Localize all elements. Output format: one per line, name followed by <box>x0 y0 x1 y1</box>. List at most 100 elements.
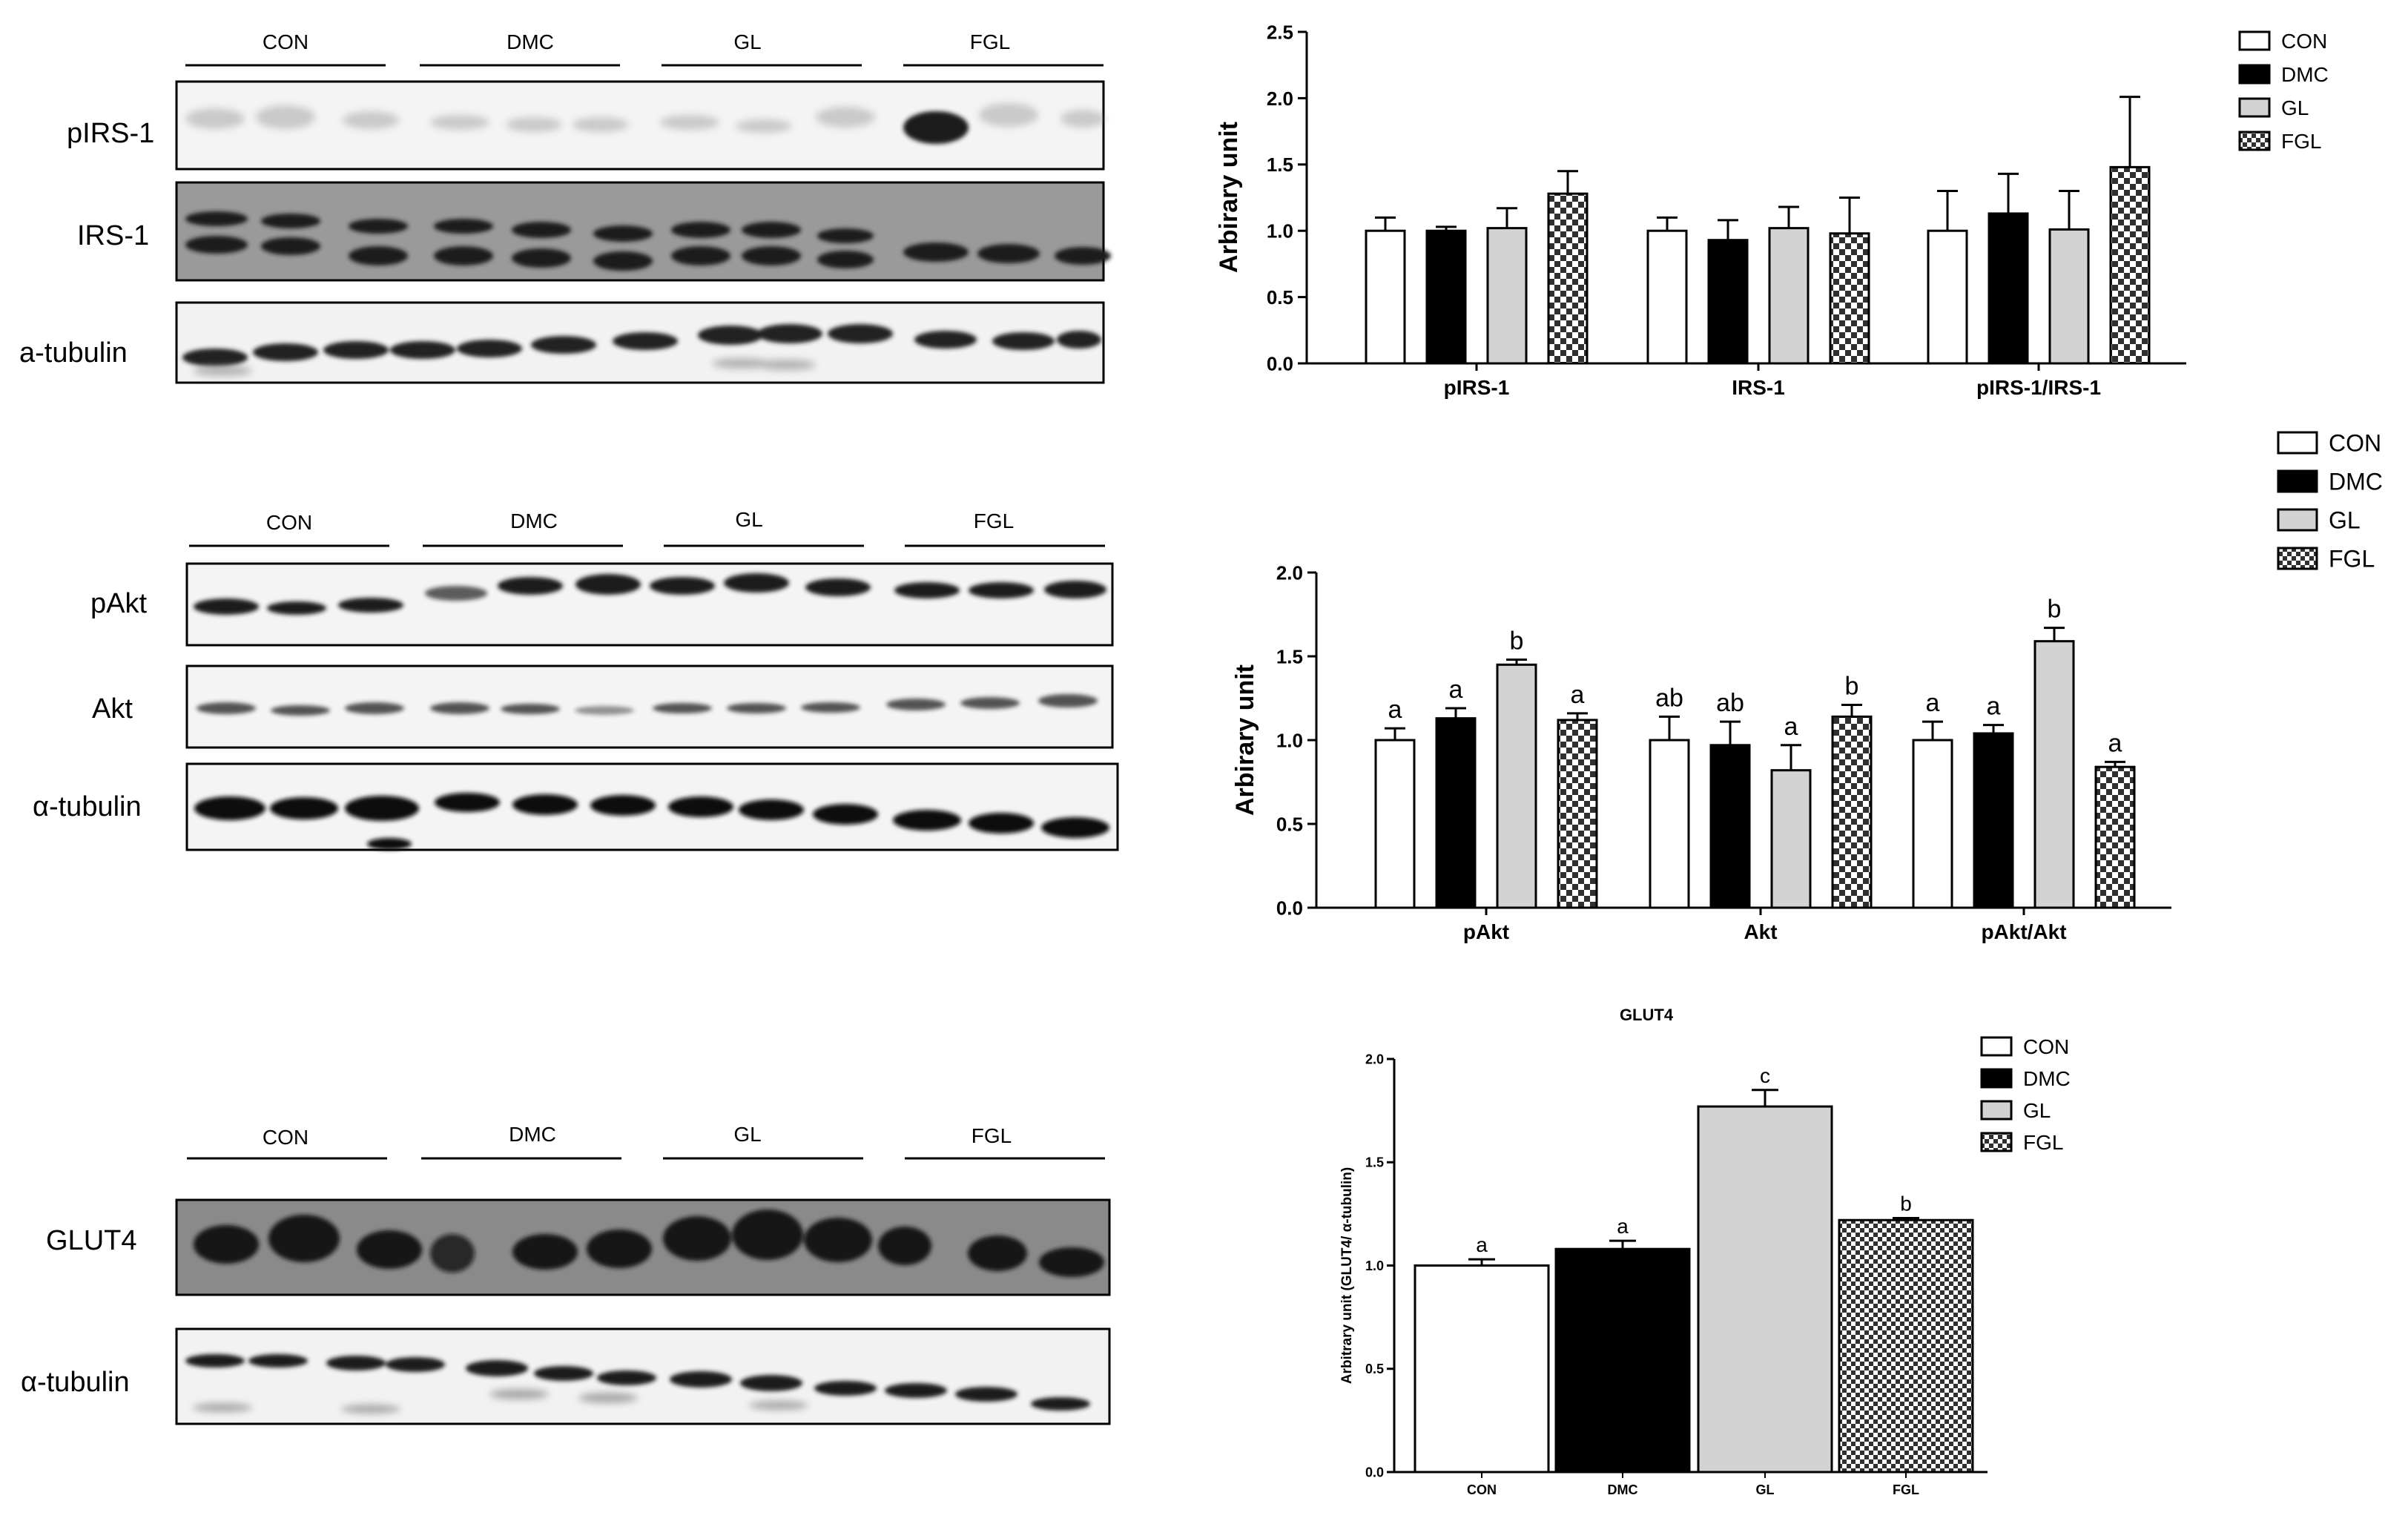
legend-swatch <box>2277 469 2318 493</box>
x-tick-label: pIRS-1 <box>1444 376 1510 399</box>
y-tick-label: 1.5 <box>1267 154 1293 176</box>
legend-swatch <box>2238 131 2271 151</box>
y-tick-label: 0.5 <box>1365 1362 1384 1376</box>
significance-label: a <box>1571 681 1585 709</box>
legend-label: GL <box>2329 507 2361 534</box>
legend-label: FGL <box>2329 546 2375 573</box>
western-blot-akt-panel: CON DMC GL FGL pAkt Akt α-tubulin <box>33 508 1119 851</box>
legend-swatch <box>2277 547 2318 570</box>
bar <box>1557 719 1598 909</box>
legend-label: GL <box>2023 1099 2051 1122</box>
legend-swatch <box>2277 431 2318 455</box>
y-tick-label: 2.0 <box>1365 1052 1384 1066</box>
y-tick-label: 2.0 <box>1267 88 1293 110</box>
y-tick-label: 1.0 <box>1365 1258 1384 1273</box>
bar <box>1770 769 1812 909</box>
blot-row-label: pAkt <box>90 588 147 619</box>
chart-legend: CON DMC GL FGL <box>2277 430 2383 573</box>
blot-group-label: CON <box>263 1126 309 1149</box>
x-tick-label: pIRS-1/IRS-1 <box>1976 376 2101 399</box>
bar <box>1374 739 1416 909</box>
blot-group-label: GL <box>733 30 761 53</box>
y-tick-label: 2.5 <box>1267 21 1293 43</box>
legend-label: DMC <box>2023 1067 2071 1090</box>
y-tick-label: 1.5 <box>1365 1155 1384 1170</box>
y-tick-label: 1.0 <box>1276 729 1303 751</box>
bar <box>2048 228 2090 365</box>
legend-swatch <box>2238 64 2271 85</box>
blot-row-label: α-tubulin <box>21 1367 130 1398</box>
bar <box>1414 1264 1550 1474</box>
legend-label: CON <box>2023 1035 2069 1058</box>
blot-strip-alpha-tubulin <box>185 762 1119 851</box>
bar <box>1707 239 1749 365</box>
y-tick-label: 0.5 <box>1276 813 1303 835</box>
blot-group-label: CON <box>266 511 312 534</box>
bar <box>1927 229 1968 365</box>
blot-row-label: GLUT4 <box>46 1225 136 1256</box>
legend-label: DMC <box>2329 469 2383 495</box>
significance-label: a <box>1926 689 1940 717</box>
blot-group-label: DMC <box>507 30 554 53</box>
blot-group-label: FGL <box>970 30 1010 53</box>
western-blot-irs-panel: CON DMC GL FGL pIRS-1 IRS-1 a-tubulin <box>19 30 1111 384</box>
blot-group-label: FGL <box>972 1124 1012 1147</box>
blot-group-label: DMC <box>509 1123 556 1146</box>
blot-group-label: DMC <box>510 509 558 532</box>
bar <box>1554 1247 1691 1474</box>
chart-glut4-quantification: 0.0 0.5 1.0 1.5 2.0 Arbitrary unit (GLUT4/ α-… <box>1339 1006 2071 1497</box>
bar <box>1829 232 1870 365</box>
blot-group-label: GL <box>735 508 762 531</box>
blot-strip-pirs1 <box>175 80 1105 171</box>
blot-group-header: CON DMC GL FGL <box>185 30 1104 67</box>
significance-label: a <box>1388 696 1402 724</box>
significance-label: c <box>1760 1064 1770 1087</box>
significance-label: ab <box>1655 684 1683 712</box>
significance-label: b <box>1900 1192 1912 1215</box>
blot-strip-glut4 <box>175 1198 1111 1296</box>
significance-label: b <box>1845 673 1859 701</box>
blot-group-label: GL <box>733 1123 761 1146</box>
bar <box>1435 717 1477 909</box>
blot-strip-alpha-tubulin <box>175 1327 1111 1425</box>
bar <box>1768 227 1810 365</box>
bar <box>1988 212 2029 365</box>
blot-strip-a-tubulin <box>175 301 1105 384</box>
y-axis-label: Arbitrary unit (GLUT4/ α-tubulin) <box>1339 1167 1355 1384</box>
significance-label: ab <box>1716 689 1744 717</box>
blot-group-header: CON DMC GL FGL <box>187 1123 1105 1160</box>
x-tick-label: DMC <box>1608 1482 1638 1497</box>
y-tick-label: 0.0 <box>1365 1465 1384 1479</box>
bar <box>1697 1105 1833 1474</box>
x-tick-label: GL <box>1756 1482 1775 1497</box>
blot-row-label: IRS-1 <box>77 220 149 251</box>
blot-group-label: FGL <box>974 509 1014 532</box>
bar <box>1496 663 1537 909</box>
y-axis-label: Arbirary unit <box>1231 664 1259 816</box>
legend-swatch <box>1980 1132 2013 1152</box>
y-tick-label: 1.0 <box>1267 220 1293 242</box>
blot-row-label: α-tubulin <box>33 791 142 822</box>
significance-label: a <box>1617 1215 1629 1238</box>
bar <box>2109 165 2151 365</box>
bar <box>1547 192 1589 365</box>
blot-group-header: CON DMC GL FGL <box>189 508 1105 547</box>
bar <box>1425 229 1467 365</box>
significance-label: a <box>1784 713 1798 741</box>
blot-row-label: a-tubulin <box>19 337 128 369</box>
significance-label: b <box>2048 595 2062 624</box>
bar <box>1365 229 1406 365</box>
blot-strip-akt <box>185 664 1114 749</box>
y-tick-label: 0.0 <box>1267 352 1293 375</box>
blot-row-label: Akt <box>92 693 133 725</box>
western-blot-glut4-panel: CON DMC GL FGL GLUT4 α-tubulin <box>21 1123 1111 1425</box>
x-tick-label: CON <box>1467 1482 1497 1497</box>
y-axis-label: Arbirary unit <box>1215 122 1243 273</box>
x-tick-label: IRS-1 <box>1732 376 1785 399</box>
x-tick-label: Akt <box>1744 920 1777 943</box>
significance-label: a <box>2108 729 2122 757</box>
y-tick-label: 1.5 <box>1276 645 1303 667</box>
legend-label: FGL <box>2023 1131 2063 1154</box>
bar <box>2033 640 2075 909</box>
